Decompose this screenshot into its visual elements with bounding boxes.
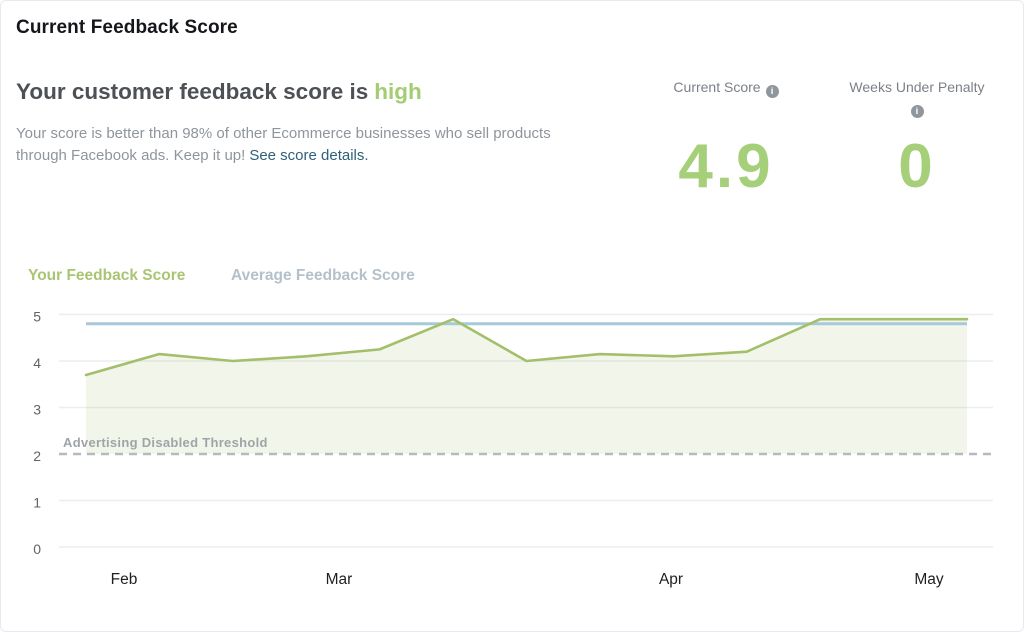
page-title: Current Feedback Score — [16, 17, 238, 38]
x-tick-label: May — [914, 571, 944, 588]
x-tick-label: Mar — [326, 571, 353, 588]
y-tick-label: 4 — [33, 355, 41, 371]
x-tick-label: Feb — [111, 571, 138, 588]
summary-body-line1: Your score is better than 98% of other E… — [16, 125, 551, 142]
current-score-stat: Current Score 4.9 — [646, 79, 806, 201]
legend-average-feedback-score[interactable]: Average Feedback Score — [231, 267, 415, 284]
summary-heading: Your customer feedback score is high — [16, 79, 422, 105]
info-icon[interactable] — [910, 105, 924, 118]
summary-body-line2: through Facebook ads. Keep it up! — [16, 146, 246, 164]
y-tick-label: 2 — [33, 448, 41, 464]
weeks-under-penalty-stat: Weeks Under Penalty 0 — [842, 79, 992, 201]
weeks-under-penalty-label-row: Weeks Under Penalty — [842, 79, 992, 137]
current-score-value: 4.9 — [678, 132, 774, 201]
legend-your-feedback-score[interactable]: Your Feedback Score — [28, 267, 186, 284]
see-score-details-link[interactable]: See score details. — [249, 146, 369, 164]
summary-heading-text: Your customer feedback score is — [16, 79, 369, 104]
weeks-under-penalty-label: Weeks Under Penalty — [849, 79, 985, 95]
threshold-label: Advertising Disabled Threshold — [63, 435, 268, 450]
y-tick-label: 0 — [33, 541, 41, 557]
feedback-score-chart: 0 1 2 3 4 5 Advertising Disabled Threshold Feb M… — [33, 309, 993, 588]
summary-body: Your score is better than 98% of other E… — [16, 123, 551, 166]
x-tick-label: Apr — [659, 571, 683, 588]
y-tick-label: 3 — [33, 402, 41, 418]
weeks-under-penalty-value: 0 — [898, 132, 936, 201]
y-tick-label: 5 — [33, 309, 41, 325]
score-stats: Current Score 4.9 Weeks Under Penalty 0 — [646, 79, 992, 201]
info-icon[interactable] — [765, 85, 779, 98]
current-score-label-row: Current Score — [646, 79, 806, 137]
score-level-badge: high — [374, 79, 422, 104]
current-score-label: Current Score — [673, 79, 761, 95]
y-tick-label: 1 — [33, 495, 41, 511]
weeks-penalty-icon-row — [842, 99, 992, 118]
your-score-area — [86, 319, 967, 454]
your-score-line — [84, 317, 969, 377]
